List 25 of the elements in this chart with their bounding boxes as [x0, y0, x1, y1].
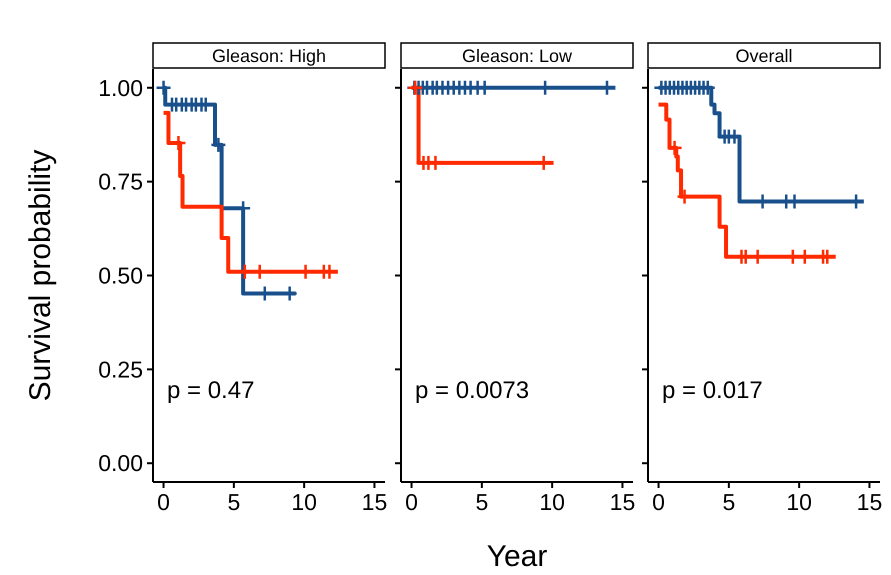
y-tick-label: 0.00 — [98, 450, 143, 476]
x-tick-label: 10 — [291, 489, 317, 515]
annotation: p = 0.017 — [662, 377, 763, 404]
x-axis-title: Year — [486, 540, 548, 573]
annotation: p = 0.47 — [167, 377, 254, 404]
x-tick-label: 5 — [227, 489, 240, 515]
annotation: p = 0.0073 — [415, 377, 530, 404]
x-tick-label: 0 — [405, 489, 418, 515]
x-tick-label: 10 — [786, 489, 812, 515]
y-tick-label: 0.75 — [98, 168, 143, 195]
chart-title: Overall — [735, 46, 793, 66]
chart-title: Gleason: Low — [462, 46, 574, 66]
x-tick-label: 15 — [362, 489, 388, 515]
x-tick-label: 15 — [610, 489, 636, 515]
x-tick-label: 15 — [856, 489, 882, 515]
x-tick-label: 0 — [652, 489, 665, 515]
y-tick-label: 0.50 — [98, 262, 143, 288]
y-tick-label: 0.25 — [98, 356, 143, 382]
x-tick-label: 5 — [722, 489, 736, 515]
y-tick-label: 1.00 — [98, 74, 143, 101]
chart-title: Gleason: High — [212, 46, 326, 66]
x-tick-label: 0 — [157, 489, 170, 515]
y-axis-title: Survival probability — [24, 150, 57, 402]
x-tick-label: 5 — [475, 489, 488, 515]
x-tick-label: 10 — [539, 489, 565, 515]
